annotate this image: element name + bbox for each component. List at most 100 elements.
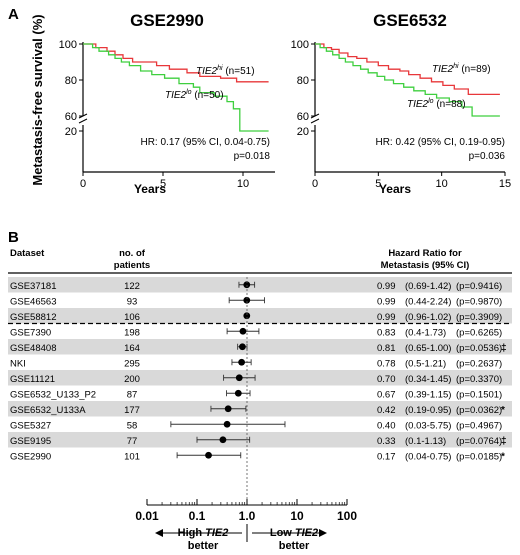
row-p: (p=0.0185) — [456, 451, 502, 462]
km-line-tie2lo — [315, 43, 500, 117]
x-tick-label: 15 — [499, 178, 511, 190]
x-tick-label: 5 — [160, 178, 166, 190]
header-dataset: Dataset — [10, 248, 45, 259]
row-p: (p=0.1501) — [456, 389, 502, 400]
arrow-right-head — [319, 529, 327, 537]
row-shading — [8, 432, 512, 448]
row-hr: 0.70 — [377, 374, 396, 385]
hr-point — [234, 389, 242, 397]
y-tick-label: 20 — [297, 126, 309, 138]
hr-point — [223, 420, 231, 428]
row-p: (p=0.9416) — [456, 281, 502, 292]
row-patients: 295 — [124, 358, 140, 369]
row-dataset: GSE9195 — [10, 436, 51, 447]
row-p: (p=0.3370) — [456, 374, 502, 385]
km-chart-gse6532: 20 60 80 100 0 5 10 15 TIE2hi (n=89) TIE2lo (n=88… — [291, 39, 511, 190]
row-shading — [8, 370, 512, 386]
axis-break-mark — [310, 118, 320, 124]
hr-point — [224, 405, 232, 413]
row-patients: 101 — [124, 451, 140, 462]
row-patients: 164 — [124, 343, 140, 354]
hr-point — [239, 327, 247, 335]
hr-point — [239, 343, 246, 351]
row-dataset: GSE48408 — [10, 343, 56, 354]
forest-x-tick-label: 0.01 — [135, 509, 159, 523]
label-high-tie2: High TIE2 — [178, 527, 229, 539]
row-dataset: GSE2990 — [10, 451, 51, 462]
km1-hr-text: HR: 0.17 (95% CI, 0.04-0.75) — [140, 137, 270, 148]
km-label-tie2lo: TIE2lo (n=88) — [407, 98, 466, 110]
row-shading — [8, 308, 512, 324]
row-ci: (0.39-1.15) — [405, 389, 451, 400]
row-p: (p=0.0362) — [456, 405, 502, 416]
km2-p-text: p=0.036 — [469, 151, 506, 162]
row-p: (p=0.2637) — [456, 358, 502, 369]
row-dataset: GSE6532_U133A — [10, 405, 86, 416]
row-dataset: GSE7390 — [10, 327, 51, 338]
row-patients: 87 — [127, 389, 138, 400]
row-hr: 0.42 — [377, 405, 396, 416]
km2-title: GSE6532 — [373, 11, 447, 30]
y-tick-label: 60 — [297, 111, 309, 123]
row-p: (p=0.4967) — [456, 420, 502, 431]
hr-point — [219, 436, 227, 444]
row-p: (p=0.0536) — [456, 343, 502, 354]
label-low-better: better — [279, 540, 310, 550]
km-line-tie2lo — [83, 43, 269, 132]
km-line-tie2hi — [315, 43, 500, 96]
km1-title: GSE2990 — [130, 11, 204, 30]
forest-plot: GSE37181 122 0.99 (0.69-1.42) (p=0.9416) GSE4… — [8, 272, 512, 552]
km-label-tie2lo: TIE2lo (n=50) — [165, 89, 224, 101]
forest-x-tick-label: 100 — [337, 509, 357, 523]
row-shading — [8, 401, 512, 417]
hr-point — [243, 281, 251, 289]
forest-x-tick-label: 10 — [290, 509, 304, 523]
row-ci: (0.4-1.73) — [405, 327, 446, 338]
km1-p-text: p=0.018 — [234, 151, 271, 162]
y-tick-label: 60 — [65, 111, 77, 123]
x-tick-label: 10 — [436, 178, 448, 190]
hr-point — [243, 296, 251, 304]
row-significance-mark: ‡ — [501, 436, 507, 447]
row-patients: 122 — [124, 281, 140, 292]
y-tick-label: 20 — [65, 126, 77, 138]
x-tick-label: 5 — [375, 178, 381, 190]
panel-label-b: B — [8, 229, 19, 246]
hr-point — [235, 374, 243, 382]
forest-x-tick-label: 0.1 — [189, 509, 206, 523]
row-ci: (0.1-1.13) — [405, 436, 446, 447]
x-tick-label: 10 — [237, 178, 249, 190]
row-patients: 177 — [124, 405, 140, 416]
row-ci: (0.65-1.00) — [405, 343, 451, 354]
y-tick-label: 100 — [291, 39, 309, 51]
row-shading — [8, 339, 512, 355]
label-low-tie2: Low TIE2 — [270, 527, 318, 539]
label-high-better: better — [188, 540, 219, 550]
y-tick-label: 80 — [65, 75, 77, 87]
x-tick-label: 0 — [312, 178, 318, 190]
km2-xlabel: Years — [379, 182, 411, 196]
row-hr: 0.81 — [377, 343, 396, 354]
hr-point — [243, 312, 251, 320]
row-patients: 200 — [124, 374, 140, 385]
y-tick-label: 80 — [297, 75, 309, 87]
row-hr: 0.78 — [377, 358, 396, 369]
row-patients: 93 — [127, 296, 138, 307]
row-dataset: GSE58812 — [10, 312, 56, 323]
arrow-left-head — [155, 529, 163, 537]
axis-break-mark — [78, 118, 88, 124]
row-significance-mark: ‡ — [501, 343, 507, 354]
km-label-tie2hi: TIE2hi (n=89) — [432, 63, 491, 75]
row-hr: 0.40 — [377, 420, 396, 431]
row-dataset: GSE37181 — [10, 281, 56, 292]
header-patients-1: no. of — [119, 248, 146, 259]
row-significance-mark: * — [501, 451, 505, 462]
row-hr: 0.67 — [377, 389, 396, 400]
header-hr-1: Hazard Ratio for — [388, 248, 462, 259]
row-hr: 0.99 — [377, 281, 396, 292]
km-chart-gse2990: 20 60 80 100 0 5 10 TIE2hi (n=51) TIE2lo (n=50) — [59, 39, 275, 190]
km1-xlabel: Years — [134, 182, 166, 196]
row-ci: (0.04-0.75) — [405, 451, 451, 462]
